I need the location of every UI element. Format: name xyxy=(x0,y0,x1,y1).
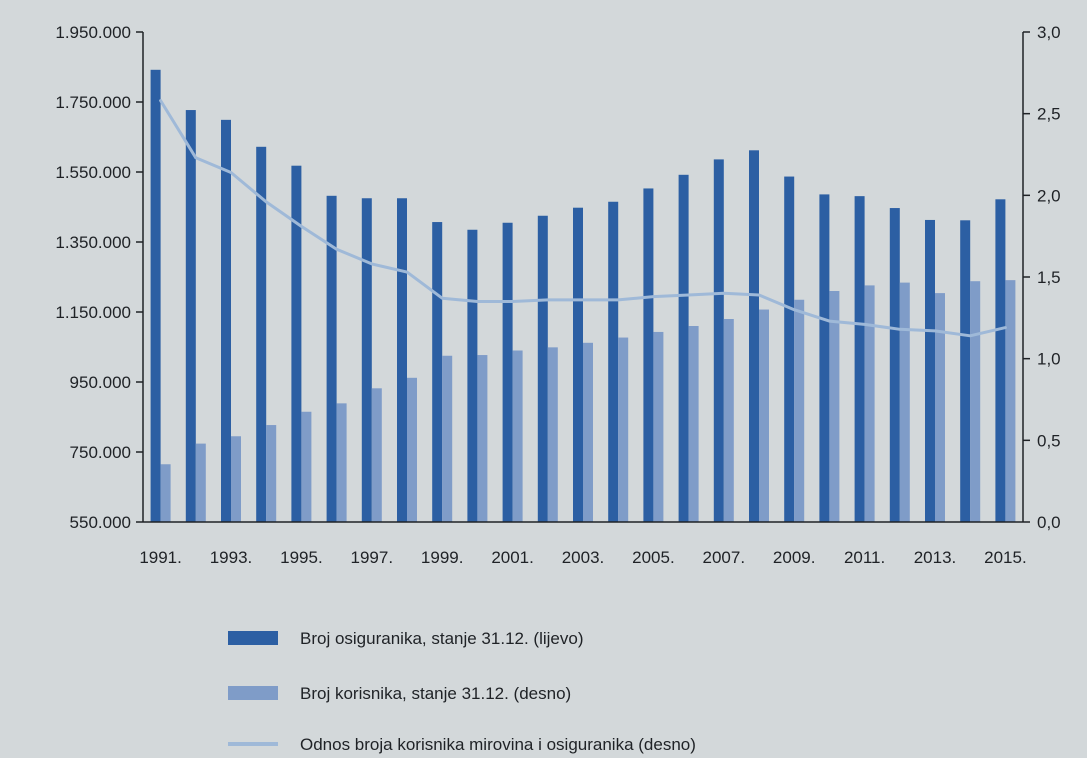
bar-osiguranici-2003 xyxy=(573,207,583,522)
x-tick-label: 2003. xyxy=(562,548,605,567)
right-tick-label: 1,0 xyxy=(1037,350,1061,369)
left-tick-label: 1.750.000 xyxy=(55,93,131,112)
bar-osiguranici-2008 xyxy=(749,150,759,523)
bar-korisnici-1996 xyxy=(336,403,347,522)
bar-korisnici-1994 xyxy=(266,425,277,522)
bar-korisnici-2009 xyxy=(794,299,805,522)
bar-korisnici-1997 xyxy=(371,388,382,522)
x-tick-label: 2001. xyxy=(491,548,534,567)
bar-osiguranici-2012 xyxy=(889,208,900,523)
bar-osiguranici-1992 xyxy=(185,110,196,523)
bar-osiguranici-2014 xyxy=(960,220,971,523)
bar-osiguranici-2015 xyxy=(995,199,1006,523)
bar-korisnici-2003 xyxy=(583,342,593,522)
bar-osiguranici-1999 xyxy=(432,222,443,523)
bar-korisnici-2008 xyxy=(759,309,769,522)
left-tick-label: 550.000 xyxy=(70,513,131,532)
bar-korisnici-2015 xyxy=(1005,280,1016,522)
left-tick-label: 1.350.000 xyxy=(55,233,131,252)
bars-osiguranici xyxy=(150,69,1006,523)
right-tick-label: 2,5 xyxy=(1037,105,1061,124)
x-tick-label: 1995. xyxy=(280,548,323,567)
bar-korisnici-2010 xyxy=(829,291,840,522)
x-tick-label: 1993. xyxy=(210,548,253,567)
bar-osiguranici-2005 xyxy=(643,188,654,522)
x-tick-label: 2009. xyxy=(773,548,816,567)
bar-osiguranici-2010 xyxy=(819,194,830,522)
x-tick-label: 1991. xyxy=(139,548,182,567)
bar-osiguranici-2013 xyxy=(925,219,935,522)
left-tick-label: 950.000 xyxy=(70,373,131,392)
left-tick-label: 750.000 xyxy=(70,443,131,462)
x-tick-label: 2005. xyxy=(632,548,675,567)
right-tick-label: 3,0 xyxy=(1037,23,1061,42)
legend-label-korisnici: Broj korisnika, stanje 31.12. (desno) xyxy=(300,684,571,703)
bar-korisnici-1991 xyxy=(160,464,171,522)
bar-osiguranici-1993 xyxy=(221,119,231,522)
bar-korisnici-1993 xyxy=(231,436,241,522)
bar-korisnici-2006 xyxy=(688,326,699,522)
bar-osiguranici-1996 xyxy=(326,195,337,523)
x-tick-label: 2015. xyxy=(984,548,1027,567)
bar-osiguranici-1998 xyxy=(397,198,407,522)
bar-korisnici-1999 xyxy=(442,355,453,522)
bar-korisnici-2002 xyxy=(547,347,558,522)
x-tick-label: 2007. xyxy=(703,548,746,567)
x-tick-label: 1999. xyxy=(421,548,464,567)
bar-osiguranici-2002 xyxy=(537,215,548,522)
legend-label-osiguranici: Broj osiguranika, stanje 31.12. (lijevo) xyxy=(300,629,583,648)
bars-korisnici xyxy=(160,280,1016,522)
legend-swatch-korisnici xyxy=(228,686,278,700)
bar-korisnici-2013 xyxy=(935,293,945,522)
ratio-line xyxy=(159,99,1007,338)
left-tick-label: 1.950.000 xyxy=(55,23,131,42)
bar-korisnici-2007 xyxy=(723,319,734,522)
bar-osiguranici-2000 xyxy=(467,229,478,522)
bar-korisnici-1998 xyxy=(407,377,417,522)
bar-osiguranici-2011 xyxy=(854,196,865,522)
right-tick-label: 1,5 xyxy=(1037,268,1061,287)
left-ticks: 550.000 750.000 950.000 1.150.000 1.350.000 1… xyxy=(55,23,143,532)
bar-osiguranici-1994 xyxy=(256,146,267,523)
bar-osiguranici-2006 xyxy=(678,174,689,523)
bar-osiguranici-2007 xyxy=(713,159,724,522)
bar-korisnici-2014 xyxy=(970,281,981,522)
right-ticks: 0,0 0,5 1,0 1,5 2,0 2,5 3,0 xyxy=(1023,23,1061,532)
bar-osiguranici-1995 xyxy=(291,165,302,522)
bar-korisnici-2011 xyxy=(864,285,875,522)
bar-osiguranici-2001 xyxy=(502,222,513,522)
bar-korisnici-2012 xyxy=(899,282,910,522)
bar-osiguranici-2009 xyxy=(784,176,795,523)
x-tick-label: 1997. xyxy=(351,548,394,567)
bar-korisnici-2005 xyxy=(653,331,664,522)
bar-osiguranici-1991 xyxy=(150,69,161,523)
x-tick-label: 2011. xyxy=(844,548,885,567)
right-tick-label: 0,5 xyxy=(1037,431,1061,450)
bar-korisnici-2004 xyxy=(618,337,629,522)
legend: Broj osiguranika, stanje 31.12. (lijevo)… xyxy=(228,629,696,754)
bar-osiguranici-2004 xyxy=(608,201,619,522)
x-ticks: 1991. 1993. 1995. 1997. 1999. 2001. 2003. 2005.… xyxy=(139,548,1026,567)
bar-osiguranici-1997 xyxy=(361,198,372,522)
legend-label-ratio: Odnos broja korisnika mirovina i osigura… xyxy=(300,735,696,754)
bar-korisnici-1992 xyxy=(195,443,206,522)
bar-korisnici-1995 xyxy=(301,411,312,522)
left-tick-label: 1.150.000 xyxy=(55,303,131,322)
right-tick-label: 0,0 xyxy=(1037,513,1061,532)
left-tick-label: 1.550.000 xyxy=(55,163,131,182)
legend-swatch-osiguranici xyxy=(228,631,278,645)
x-tick-label: 2013. xyxy=(914,548,957,567)
bar-korisnici-2000 xyxy=(477,355,488,522)
bar-korisnici-2001 xyxy=(512,350,523,522)
right-tick-label: 2,0 xyxy=(1037,186,1061,205)
